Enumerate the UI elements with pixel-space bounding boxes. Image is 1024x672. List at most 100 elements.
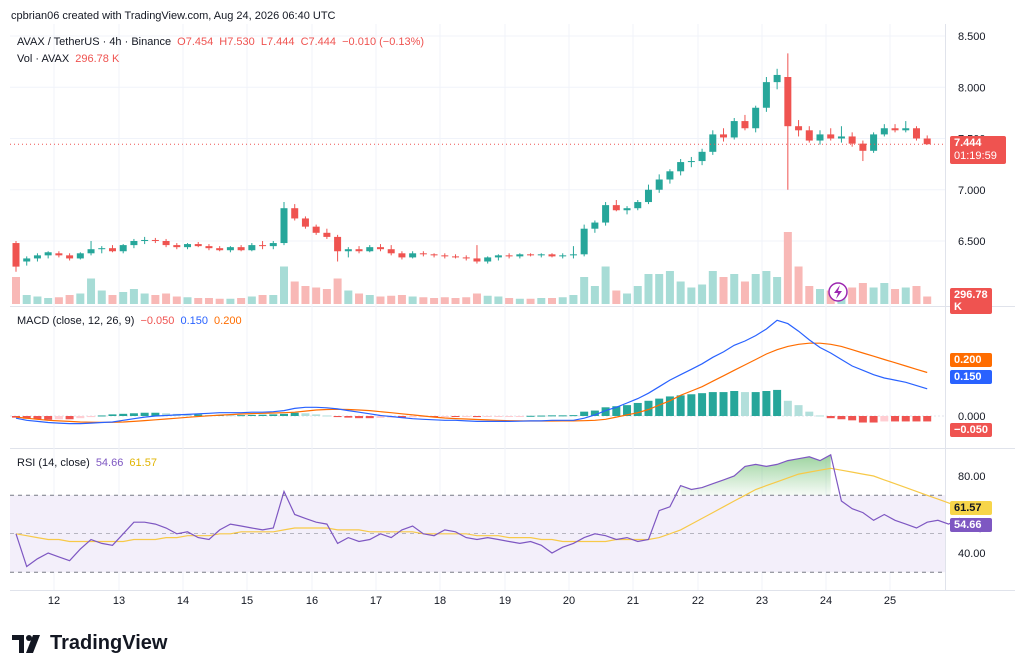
volume-bar xyxy=(601,266,610,304)
macd-histogram-bar xyxy=(258,414,267,416)
volume-bar xyxy=(880,283,889,304)
replay-lightning-icon xyxy=(828,282,848,302)
time-tick-label: 18 xyxy=(434,595,446,607)
candle-body xyxy=(580,228,588,255)
candle-body xyxy=(23,258,31,262)
rsi-ma-value: 61.57 xyxy=(129,457,157,469)
candle-body xyxy=(644,189,652,203)
macd-histogram-bar xyxy=(376,416,385,418)
volume-bar xyxy=(483,295,492,304)
candle-body xyxy=(462,257,470,259)
candle-body xyxy=(687,161,695,163)
volume-bar xyxy=(355,293,364,304)
macd-histogram-bar xyxy=(558,415,567,417)
macd-histogram-bar xyxy=(762,391,771,416)
macd-histogram-bar xyxy=(719,392,728,416)
volume-bar xyxy=(226,298,235,304)
volume-bar xyxy=(451,298,460,304)
macd-histogram-bar xyxy=(87,416,96,418)
volume-bar xyxy=(515,298,524,304)
macd-histogram-bar xyxy=(140,412,149,416)
candle-body xyxy=(655,179,663,190)
volume-bar xyxy=(44,298,53,304)
symbol-name[interactable]: AVAX / TetherUS · 4h · Binance xyxy=(17,36,172,48)
macd-histogram-bar xyxy=(537,415,546,417)
candle-body xyxy=(505,255,513,257)
volume-bar xyxy=(783,232,792,304)
macd-histogram-bar xyxy=(623,405,632,416)
macd-histogram-bar xyxy=(408,416,417,418)
candle-body xyxy=(848,136,856,144)
candle-body xyxy=(452,256,460,258)
macd-histogram-bar xyxy=(290,412,299,416)
macd-signal-badge: 0.200 xyxy=(950,353,992,367)
candle-body xyxy=(666,171,674,180)
candle-body xyxy=(591,222,599,229)
candle-body xyxy=(709,134,717,152)
macd-hist-value: −0.050 xyxy=(140,315,175,327)
rsi-value: 54.66 xyxy=(95,457,124,469)
candle-body xyxy=(612,205,620,211)
volume-bar xyxy=(12,277,20,304)
macd-histogram-bar xyxy=(129,413,138,416)
macd-histogram-bar xyxy=(397,416,406,418)
candle-body xyxy=(430,254,438,256)
volume-bar xyxy=(676,281,685,304)
candle-body xyxy=(312,226,320,233)
macd-histogram-bar xyxy=(826,416,835,419)
macd-histogram-bar xyxy=(494,416,503,417)
macd-histogram-bar xyxy=(269,414,278,416)
macd-histogram-bar xyxy=(665,396,674,416)
candle-body xyxy=(151,239,159,241)
candle-body xyxy=(902,128,910,131)
volume-bar xyxy=(505,298,514,304)
volume-bar xyxy=(580,277,589,304)
volume-bar xyxy=(665,271,674,304)
volume-bar xyxy=(751,274,760,304)
candle-body xyxy=(773,74,781,83)
volume-bar xyxy=(247,296,256,304)
candle-body xyxy=(752,107,760,129)
macd-histogram-bar xyxy=(333,416,342,418)
tradingview-logo[interactable]: TradingView xyxy=(12,632,167,655)
macd-histogram-bar xyxy=(805,411,814,416)
volume-label[interactable]: Vol · AVAX xyxy=(17,53,70,65)
candle-body xyxy=(634,202,642,209)
candle-body xyxy=(280,208,288,244)
macd-histogram-bar xyxy=(740,392,749,416)
macd-histogram-bar xyxy=(644,400,653,416)
macd-histogram-bar xyxy=(12,416,20,418)
time-tick-label: 14 xyxy=(177,595,189,607)
macd-histogram-bar xyxy=(869,416,878,423)
volume-bar xyxy=(858,283,867,304)
volume-bar xyxy=(655,274,664,304)
volume-bar xyxy=(65,295,74,304)
macd-histogram-bar xyxy=(119,413,128,416)
candle-body xyxy=(698,151,706,162)
volume-bar xyxy=(312,287,321,304)
macd-histogram-bar xyxy=(44,416,53,420)
volume-value: 296.78 K xyxy=(75,53,120,65)
macd-histogram-bar xyxy=(280,413,288,416)
candle-body xyxy=(108,248,116,252)
macd-histogram-bar xyxy=(54,416,63,420)
volume-bar xyxy=(387,295,396,304)
macd-histogram-bar xyxy=(194,414,203,416)
macd-histogram-bar xyxy=(33,416,42,420)
candle-body xyxy=(923,138,931,145)
candle-body xyxy=(912,128,920,139)
macd-histogram-bar xyxy=(891,416,900,422)
candle-body xyxy=(355,249,363,252)
macd-title[interactable]: MACD (close, 12, 26, 9) xyxy=(17,315,135,327)
candle-body xyxy=(323,232,331,237)
rsi-title[interactable]: RSI (14, close) xyxy=(17,457,90,469)
candle-body xyxy=(516,254,524,257)
macd-histogram-bar xyxy=(676,395,685,416)
last-price-badge: 7.444 01:19:59 xyxy=(950,136,1006,164)
volume-bar xyxy=(397,295,406,304)
candle-body xyxy=(55,253,63,256)
macd-histogram-bar xyxy=(183,414,192,416)
change-value: −0.010 (−0.13%) xyxy=(342,36,425,48)
symbol-legend: AVAX / TetherUS · 4h · Binance O7.454 H7… xyxy=(17,36,427,48)
